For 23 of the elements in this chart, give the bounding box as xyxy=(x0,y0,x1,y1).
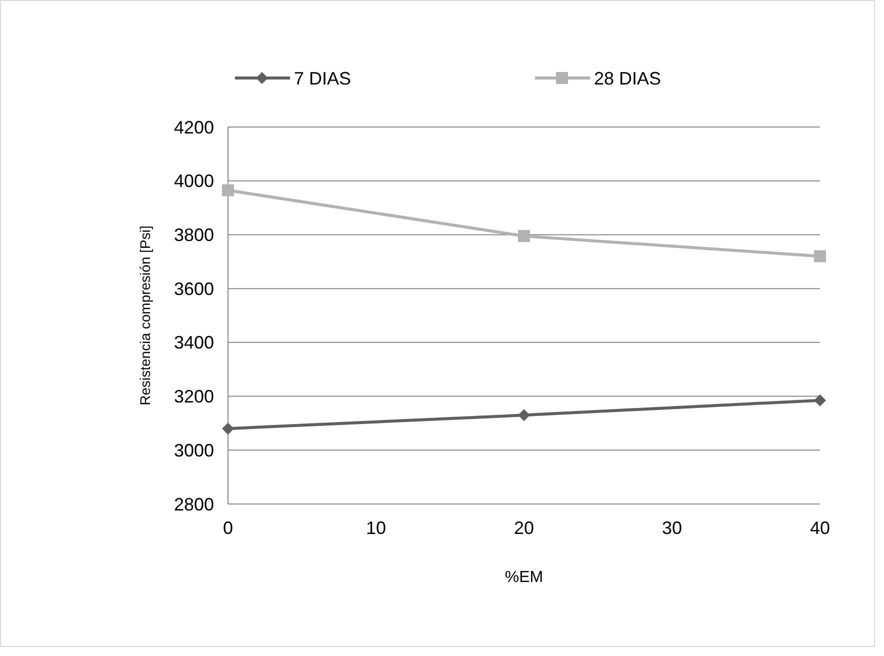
y-tick-label: 3200 xyxy=(174,386,214,407)
point xyxy=(222,184,234,196)
y-tick-label: 3000 xyxy=(174,440,214,460)
point xyxy=(814,394,826,406)
y-tick-label: 4200 xyxy=(174,117,214,138)
y-tick-label: 3800 xyxy=(174,225,214,246)
legend-label: 7 DIAS xyxy=(294,68,352,88)
legend-label: 28 DIAS xyxy=(594,68,662,88)
y-tick-label: 4000 xyxy=(174,171,214,192)
point xyxy=(222,422,234,435)
y-tick-label: 3600 xyxy=(174,278,214,299)
y-tick-label: 2800 xyxy=(174,494,214,514)
x-tick-label: 0 xyxy=(222,518,234,538)
y-axis-title: Resistencia compresión [Psi] xyxy=(137,226,153,406)
x-tick-label: 30 xyxy=(662,518,682,538)
point xyxy=(518,230,530,242)
x-tick-label: 10 xyxy=(366,518,386,538)
point xyxy=(518,409,530,422)
point xyxy=(814,250,826,262)
x-tick-label: 20 xyxy=(514,518,534,538)
y-tick-label: 3400 xyxy=(174,332,214,353)
x-axis-title: %EM xyxy=(504,569,544,586)
x-tick-label: 40 xyxy=(810,518,830,538)
